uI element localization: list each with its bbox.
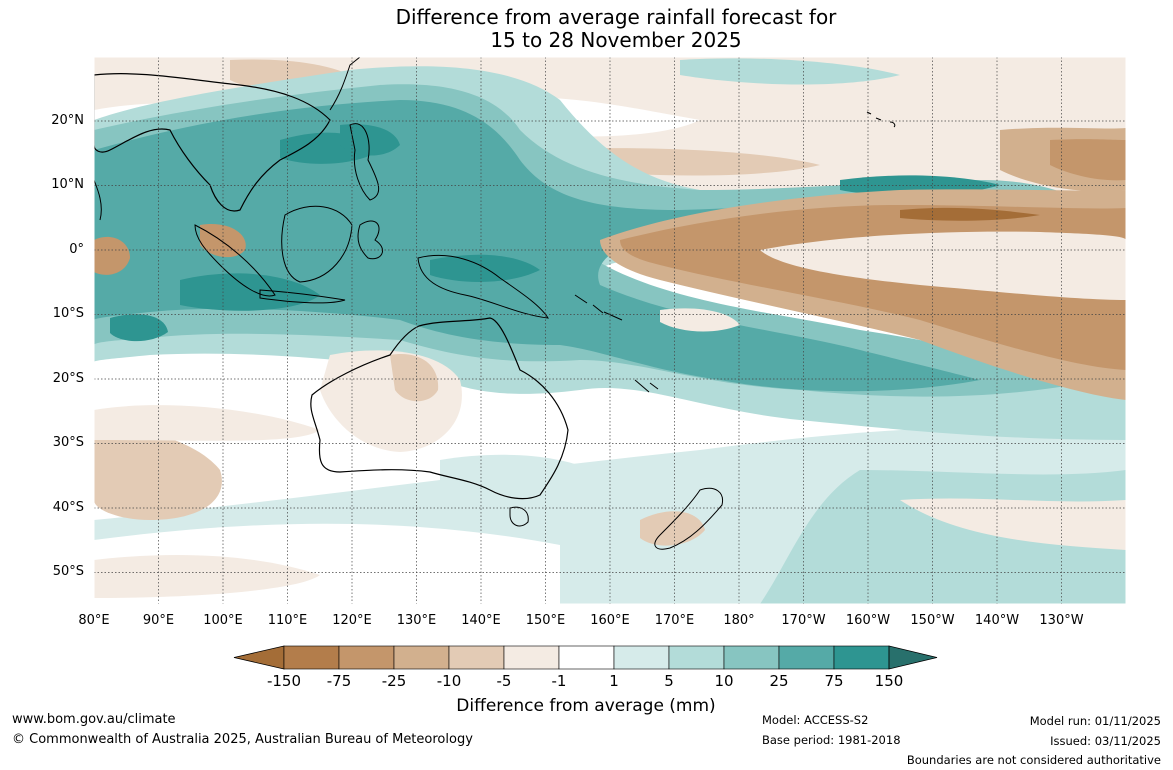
colorbar-tick-label: -10: [436, 672, 462, 690]
lon-label: 100°E: [203, 613, 243, 628]
colorbar-tick-label: 150: [874, 672, 904, 690]
lon-label: 130°W: [1039, 613, 1084, 628]
lon-label: 150°E: [525, 613, 566, 628]
lat-label: 20°N: [51, 113, 84, 128]
colorbar-swatch: [613, 645, 670, 670]
hawaii-outline: [866, 111, 896, 128]
lat-label: 10°S: [52, 306, 84, 321]
lon-label: 160°W: [845, 613, 891, 628]
colorbar-tick-label: 25: [769, 672, 789, 690]
anomaly-zone: [110, 314, 168, 342]
asia-coastline: [94, 73, 331, 212]
footer-model: Model: ACCESS-S2: [762, 713, 869, 727]
lon-label: 160°E: [590, 613, 630, 628]
colorbar-title: Difference from average (mm): [456, 696, 716, 716]
anomaly-zone: [94, 405, 320, 441]
lat-label: 30°S: [52, 435, 84, 450]
sumatra-outline: [194, 224, 276, 297]
anomaly-zone: [440, 454, 590, 490]
footer-model-run: Model run: 01/11/2025: [1029, 714, 1161, 728]
map-title-line-1: Difference from average rainfall forecas…: [395, 5, 837, 29]
colorbar-tick-label: -75: [326, 672, 352, 690]
lon-label: 150°W: [910, 613, 955, 628]
lon-label: 170°W: [781, 613, 826, 628]
footer-base-period: Base period: 1981-2018: [762, 733, 901, 747]
colorbar-swatch: [668, 645, 725, 670]
lat-label: 20°S: [52, 371, 84, 386]
colorbar-tick-label: 1: [609, 672, 619, 690]
map-frame: [93, 56, 1127, 605]
lon-label: 140°E: [461, 613, 501, 628]
lon-label: 140°W: [974, 613, 1020, 628]
colorbar-tick-label: 5: [664, 672, 674, 690]
graticule: [94, 57, 1126, 604]
anomaly-zone: [200, 224, 246, 258]
lat-label: 10°N: [51, 177, 84, 192]
anomaly-zone: [680, 58, 900, 85]
colorbar-swatch: [833, 645, 890, 670]
colorbar-swatch: [448, 645, 505, 670]
lon-label: 80°E: [78, 613, 110, 628]
colorbar-swatch: [393, 645, 450, 670]
footer-copyright: © Commonwealth of Australia 2025, Austra…: [12, 732, 473, 747]
lon-label: 110°E: [267, 613, 308, 628]
colorbar-tick-label: -25: [381, 672, 407, 690]
anomaly-zone: [94, 555, 320, 598]
anomaly-zone: [900, 207, 1040, 221]
footer-website-link[interactable]: www.bom.gov.au/climate: [12, 712, 176, 727]
anomaly-zone: [94, 236, 130, 275]
colorbar-swatch: [558, 645, 615, 670]
colorbar-extend-high: [888, 645, 938, 670]
colorbar-swatch: [283, 645, 340, 670]
anomaly-zone: [1050, 139, 1126, 181]
lat-label: 50°S: [52, 564, 84, 579]
footer-issued: Issued: 03/11/2025: [1050, 734, 1161, 748]
anomaly-zone: [640, 511, 705, 546]
lon-label: 90°E: [142, 613, 175, 628]
anomaly-zone: [390, 354, 439, 402]
colorbar-tick-label: -5: [496, 672, 512, 690]
colorbar-swatch: [503, 645, 560, 670]
colorbar-tick-label: -1: [551, 672, 567, 690]
anomaly-zone: [94, 429, 222, 520]
lon-label: 120°E: [332, 613, 372, 628]
fiji-outline: [634, 379, 659, 393]
lon-label: 180°: [723, 613, 755, 628]
china-coastline: [329, 57, 361, 111]
footer-disclaimer: Boundaries are not considered authoritat…: [906, 753, 1161, 767]
tasmania-outline: [509, 506, 529, 527]
australia-outline: [310, 317, 569, 500]
solomon-islands-outline: [574, 294, 623, 321]
colorbar: [233, 645, 938, 670]
colorbar-swatch: [778, 645, 835, 670]
lat-label: 0°: [69, 242, 84, 257]
philippines-outline: [349, 123, 380, 201]
anomaly-zone: [900, 498, 1126, 550]
sulawesi-outline: [357, 220, 384, 260]
colorbar-extend-low: [233, 645, 285, 670]
colorbar-tick-label: -150: [266, 672, 302, 690]
colorbar-swatch: [723, 645, 780, 670]
lon-label: 170°E: [654, 613, 695, 628]
colorbar-swatch: [338, 645, 395, 670]
colorbar-tick-label: 75: [824, 672, 844, 690]
new-zealand-outline: [654, 487, 724, 550]
colorbar-tick-label: 10: [714, 672, 734, 690]
lon-label: 130°E: [396, 613, 437, 628]
anomaly-zone: [760, 231, 1126, 300]
anomaly-zone: [94, 100, 980, 392]
java-outline: [259, 289, 346, 304]
lat-label: 40°S: [52, 500, 84, 515]
borneo-outline: [281, 205, 353, 283]
new-guinea-outline: [417, 254, 549, 319]
india-coastline: [94, 179, 102, 221]
map-title-line-2: 15 to 28 November 2025: [490, 28, 742, 52]
